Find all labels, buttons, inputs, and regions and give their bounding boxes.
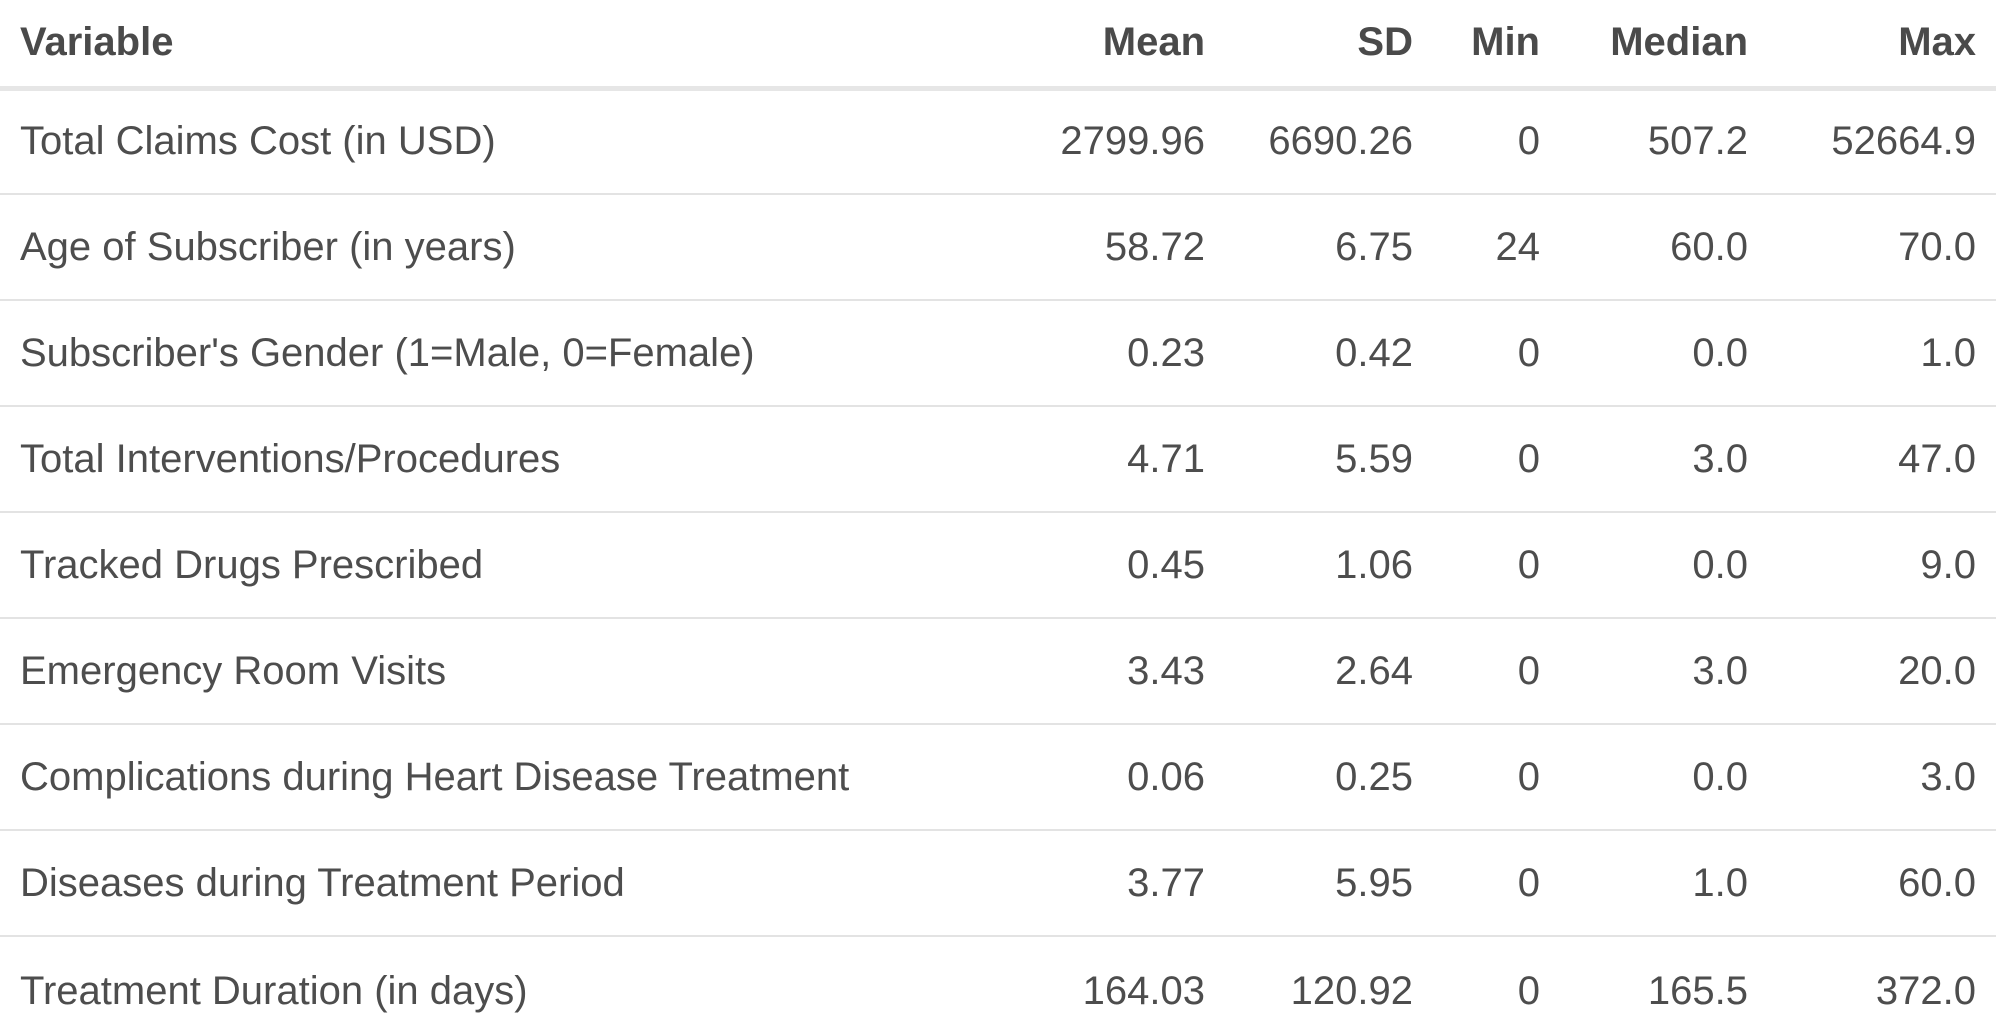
cell-median: 60.0 [1560, 194, 1768, 301]
header-max: Max [1768, 0, 1996, 91]
cell-variable: Diseases during Treatment Period [0, 830, 1020, 937]
cell-variable: Tracked Drugs Prescribed [0, 512, 1020, 619]
cell-min: 0 [1433, 512, 1560, 619]
cell-mean: 0.23 [1020, 300, 1225, 407]
cell-sd: 6.75 [1225, 194, 1433, 301]
table-row: Treatment Duration (in days) 164.03 120.… [0, 936, 1996, 1030]
table-row: Total Interventions/Procedures 4.71 5.59… [0, 406, 1996, 513]
cell-mean: 0.06 [1020, 724, 1225, 831]
cell-sd: 6690.26 [1225, 88, 1433, 195]
cell-mean: 58.72 [1020, 194, 1225, 301]
cell-sd: 120.92 [1290, 969, 1413, 1013]
cell-variable: Age of Subscriber (in years) [0, 194, 1020, 301]
cell-min: 0 [1433, 300, 1560, 407]
cell-sd: 0.42 [1225, 300, 1433, 407]
header-sd: SD [1225, 0, 1433, 91]
cell-median: 165.5 [1647, 969, 1748, 1013]
header-mean: Mean [1020, 0, 1225, 91]
cell-min: 0 [1433, 830, 1560, 937]
cell-mean: 4.71 [1020, 406, 1225, 513]
table-body: Total Claims Cost (in USD) 2799.96 6690.… [0, 88, 1996, 1030]
cell-max: 60.0 [1768, 830, 1996, 937]
header-row: Variable Mean SD Min Median Max [0, 0, 1996, 91]
cell-min: 0 [1433, 724, 1560, 831]
cell-variable: Emergency Room Visits [0, 618, 1020, 725]
cell-max: 70.0 [1768, 194, 1996, 301]
cell-sd: 0.25 [1225, 724, 1433, 831]
table-row: Tracked Drugs Prescribed 0.45 1.06 0 0.0… [0, 512, 1996, 619]
cell-max: 47.0 [1768, 406, 1996, 513]
cell-min: 24 [1433, 194, 1560, 301]
header-variable: Variable [0, 0, 1020, 91]
cell-min: 0 [1433, 406, 1560, 513]
cell-max: 9.0 [1768, 512, 1996, 619]
table-header: Variable Mean SD Min Median Max [0, 0, 1996, 91]
cell-variable: Total Claims Cost (in USD) [0, 88, 1020, 195]
cell-sd: 5.95 [1225, 830, 1433, 937]
table-row: Age of Subscriber (in years) 58.72 6.75 … [0, 194, 1996, 301]
cell-median: 3.0 [1560, 618, 1768, 725]
cell-median: 3.0 [1560, 406, 1768, 513]
cell-min: 0 [1517, 969, 1540, 1013]
cell-max: 372.0 [1875, 969, 1976, 1013]
cell-sd: 1.06 [1225, 512, 1433, 619]
cell-variable: Treatment Duration (in days) [20, 969, 528, 1013]
cell-sd: 5.59 [1225, 406, 1433, 513]
table-row: Emergency Room Visits 3.43 2.64 0 3.0 20… [0, 618, 1996, 725]
header-min: Min [1433, 0, 1560, 91]
cell-variable: Subscriber's Gender (1=Male, 0=Female) [0, 300, 1020, 407]
cell-median: 1.0 [1560, 830, 1768, 937]
cell-max: 3.0 [1768, 724, 1996, 831]
cell-max: 20.0 [1768, 618, 1996, 725]
cell-median: 507.2 [1560, 88, 1768, 195]
cell-max: 1.0 [1768, 300, 1996, 407]
table-row: Total Claims Cost (in USD) 2799.96 6690.… [0, 88, 1996, 195]
cell-median: 0.0 [1560, 724, 1768, 831]
cell-variable: Total Interventions/Procedures [0, 406, 1020, 513]
cell-mean: 3.43 [1020, 618, 1225, 725]
cell-median: 0.0 [1560, 300, 1768, 407]
table-row: Diseases during Treatment Period 3.77 5.… [0, 830, 1996, 937]
cell-mean: 3.77 [1020, 830, 1225, 937]
cell-sd: 2.64 [1225, 618, 1433, 725]
cell-median: 0.0 [1560, 512, 1768, 619]
cell-mean: 0.45 [1020, 512, 1225, 619]
table-row: Complications during Heart Disease Treat… [0, 724, 1996, 831]
cell-mean: 2799.96 [1020, 88, 1225, 195]
table-row: Subscriber's Gender (1=Male, 0=Female) 0… [0, 300, 1996, 407]
header-median: Median [1560, 0, 1768, 91]
cell-mean: 164.03 [1082, 969, 1205, 1013]
cell-max: 52664.9 [1768, 88, 1996, 195]
cell-min: 0 [1433, 618, 1560, 725]
cell-variable: Complications during Heart Disease Treat… [0, 724, 1020, 831]
cell-min: 0 [1433, 88, 1560, 195]
